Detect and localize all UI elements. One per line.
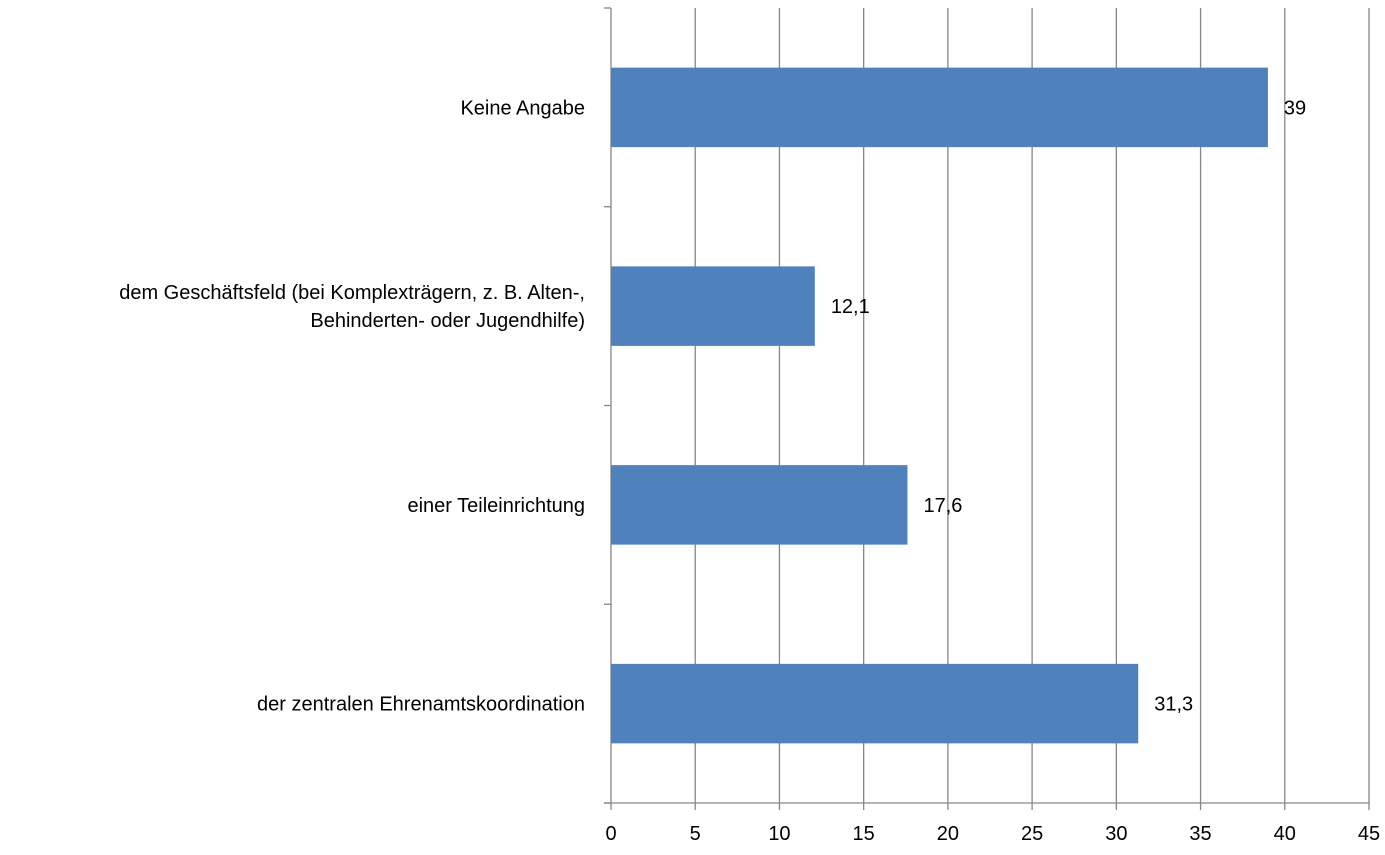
- category-label-1: dem Geschäftsfeld (bei Komplexträgern, z…: [119, 282, 585, 332]
- x-tick-label-8: 40: [1274, 823, 1296, 845]
- x-tick-label-0: 0: [605, 823, 616, 845]
- x-tick-label-7: 35: [1189, 823, 1211, 845]
- category-label-3: der zentralen Ehrenamtskoordination: [257, 694, 585, 716]
- value-label-2: 17,6: [923, 495, 962, 517]
- x-tick-label-1: 5: [690, 823, 701, 845]
- bar-3: [611, 663, 1139, 744]
- x-tick-label-4: 20: [937, 823, 959, 845]
- x-tick-label-9: 45: [1358, 823, 1380, 845]
- value-label-3: 31,3: [1154, 694, 1193, 716]
- x-tick-label-3: 15: [853, 823, 875, 845]
- bar-0: [611, 67, 1268, 148]
- category-label-0: Keine Angabe: [460, 97, 585, 119]
- value-label-1: 12,1: [831, 296, 870, 318]
- x-tick-label-5: 25: [1021, 823, 1043, 845]
- x-tick-label-2: 10: [768, 823, 790, 845]
- x-tick-label-6: 30: [1105, 823, 1127, 845]
- bar-2: [611, 465, 908, 545]
- category-label-2: einer Teileinrichtung: [407, 495, 585, 517]
- value-label-0: 39: [1284, 97, 1306, 119]
- bar-1: [611, 266, 815, 346]
